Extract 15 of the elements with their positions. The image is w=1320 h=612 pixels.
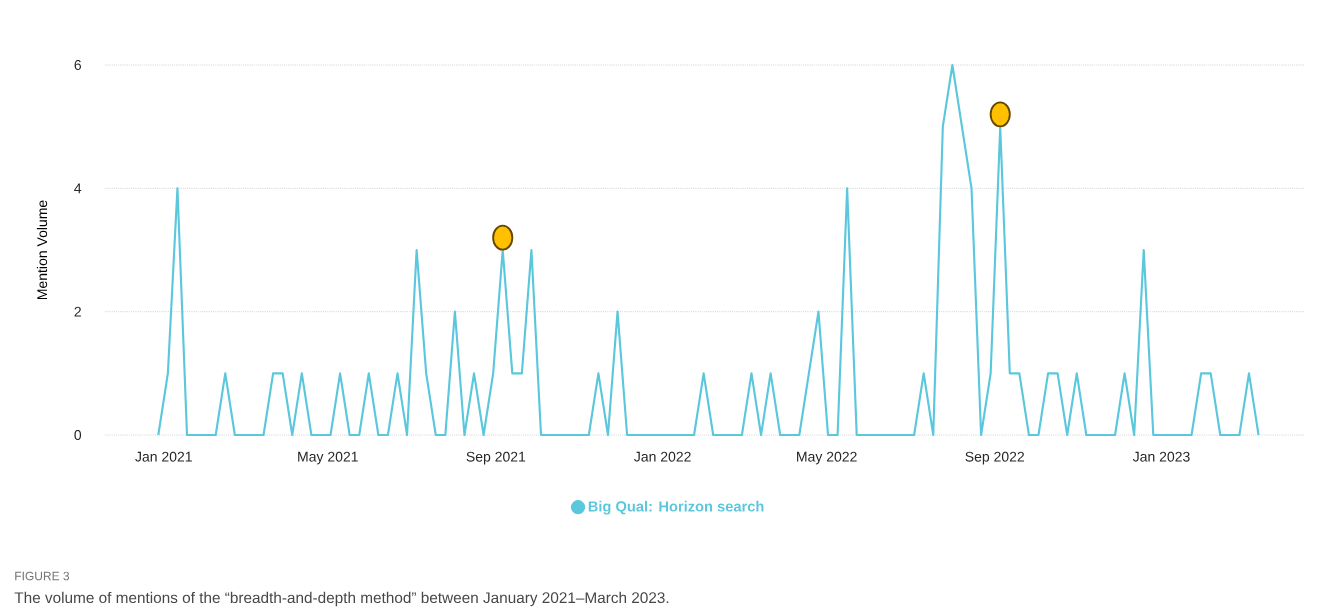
y-tick-label: 4 [74,183,82,194]
x-tick-label: Sep 2022 [965,451,1024,465]
x-tick-label: Jan 2022 [634,451,691,462]
y-axis-title: Mention Volume [36,200,48,300]
y-tick-label: 6 [74,60,82,70]
caption: FIGURE 3 [15,571,70,581]
text: The volume of mentions of the “breadth-and-depth method” between January 2021–March 2023. [14,591,669,607]
x-tick-label: Jan 2021 [135,451,192,462]
x-tick-label: Jan 2023 [1132,451,1190,462]
x-tick-label: May 2022 [797,451,857,465]
y-tick-label: 0 [74,430,82,440]
legend-label: Big Qual: Horizon search [588,500,764,515]
x-tick-label: Sep 2021 [466,451,526,465]
y-tick-label: 2 [74,306,81,317]
x-tick-label: May 2021 [298,451,358,465]
